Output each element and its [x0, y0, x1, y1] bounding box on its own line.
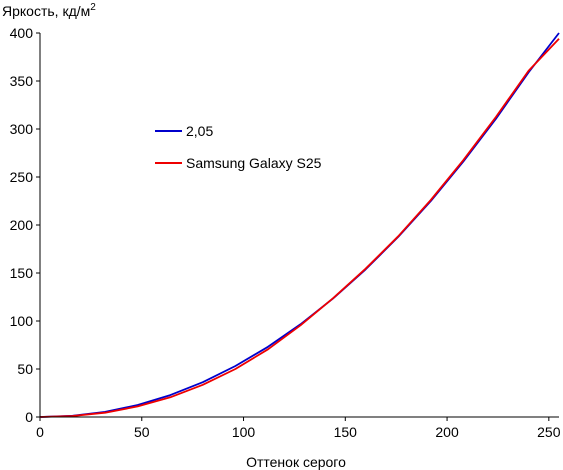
y-tick-label: 100: [10, 313, 34, 329]
y-tick-label: 200: [10, 217, 34, 233]
series-line-1: [39, 32, 560, 418]
x-tick-label: 100: [232, 424, 256, 440]
y-tick-label: 400: [10, 25, 34, 41]
x-axis-title: Оттенок серого: [246, 454, 346, 470]
legend: 2,05 Samsung Galaxy S25: [155, 123, 322, 171]
x-tick-label: 200: [435, 424, 459, 440]
y-axis-title: Яркость, кд/м2: [2, 2, 96, 19]
y-tick-label: 0: [25, 409, 33, 425]
series-layer: [39, 32, 560, 418]
y-tick-label: 150: [10, 265, 34, 281]
y-tick-label: 300: [10, 121, 34, 137]
y-axis-title-superscript: 2: [90, 2, 96, 13]
series-line-2: [39, 38, 560, 418]
y-tick-label: 250: [10, 169, 34, 185]
x-tick-label: 50: [134, 424, 150, 440]
legend-label-series-1: 2,05: [186, 123, 213, 139]
y-axis-ticks: 0 50 100 150 200 250 300 350 400: [10, 25, 40, 425]
y-tick-label: 350: [10, 73, 34, 89]
y-tick-label: 50: [17, 361, 33, 377]
x-tick-label: 150: [334, 424, 358, 440]
x-tick-label: 250: [537, 424, 561, 440]
y-axis-title-text: Яркость, кд/м: [2, 3, 90, 19]
legend-label-series-2: Samsung Galaxy S25: [186, 155, 322, 171]
x-tick-label: 0: [36, 424, 44, 440]
x-axis-ticks: 0 50 100 150 200 250: [36, 417, 561, 440]
